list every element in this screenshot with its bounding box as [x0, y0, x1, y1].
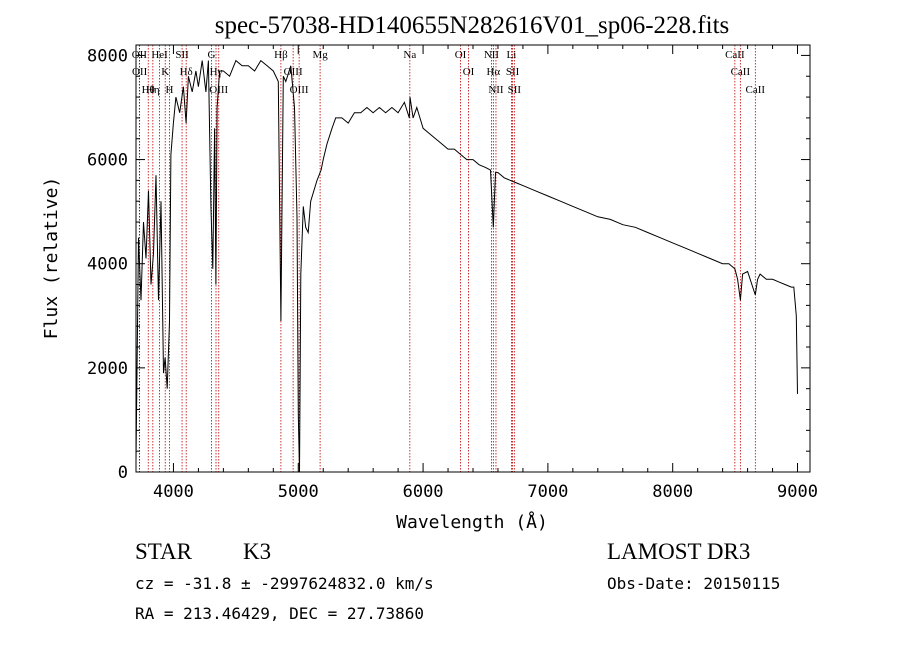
line-label: Hβ — [274, 49, 288, 61]
line-label: H — [165, 84, 173, 96]
x-tick-label: 9000 — [777, 482, 818, 502]
x-axis-label: Wavelength (Å) — [396, 511, 548, 533]
y-tick-label: 8000 — [87, 46, 128, 66]
line-label: OIII — [290, 84, 309, 96]
line-label: CaII — [731, 66, 751, 78]
line-label: NII — [484, 49, 500, 61]
x-tick-label: 7000 — [527, 482, 568, 502]
redshift-text: cz = -31.8 ± -2997624832.0 km/s — [135, 574, 434, 593]
x-tick-label: 8000 — [652, 482, 693, 502]
line-label: OIII — [284, 66, 303, 78]
line-label: Hθ — [142, 84, 155, 96]
line-label: Mg — [312, 49, 328, 61]
y-axis-ticks: 0 2000 4000 6000 8000 — [87, 46, 810, 483]
radec-text: RA = 213.46429, DEC = 27.73860 — [135, 604, 424, 623]
line-label: Hγ — [210, 66, 223, 78]
y-tick-label: 2000 — [87, 359, 128, 379]
line-label: NII — [488, 84, 504, 96]
line-label: HeI — [151, 49, 168, 61]
x-tick-label: 5000 — [278, 482, 319, 502]
line-label: OIII — [209, 84, 228, 96]
line-label: Hα — [486, 66, 500, 78]
line-label: OI — [463, 66, 475, 78]
line-label: SII — [175, 49, 189, 61]
x-tick-label: 6000 — [403, 482, 444, 502]
chart-title: spec-57038-HD140655N282616V01_sp06-228.f… — [215, 12, 730, 39]
obs-date-text: Obs-Date: 20150115 — [607, 574, 780, 593]
line-label: Hδ — [180, 66, 193, 78]
line-label: Li — [507, 49, 517, 61]
object-class: STAR — [135, 539, 193, 564]
line-label: SII — [506, 66, 520, 78]
line-label: OI — [455, 49, 467, 61]
spectrum-line — [135, 59, 798, 473]
line-label: CaII — [725, 49, 745, 61]
line-label: G — [208, 49, 216, 61]
emission-line-markers — [138, 45, 756, 472]
y-tick-label: 6000 — [87, 151, 128, 171]
line-label: SII — [508, 84, 522, 96]
y-tick-label: 0 — [118, 463, 128, 483]
x-axis-ticks: 4000 5000 6000 7000 8000 9000 — [153, 45, 818, 502]
line-label: K — [161, 66, 169, 78]
y-axis-label: Flux (relative) — [41, 177, 62, 340]
line-label: Na — [403, 49, 416, 61]
object-subclass: K3 — [243, 539, 271, 564]
x-tick-label: 4000 — [153, 482, 194, 502]
line-label: Hη — [146, 84, 160, 96]
survey-name: LAMOST DR3 — [607, 539, 750, 564]
y-tick-label: 4000 — [87, 255, 128, 275]
line-label: CaII — [746, 84, 766, 96]
